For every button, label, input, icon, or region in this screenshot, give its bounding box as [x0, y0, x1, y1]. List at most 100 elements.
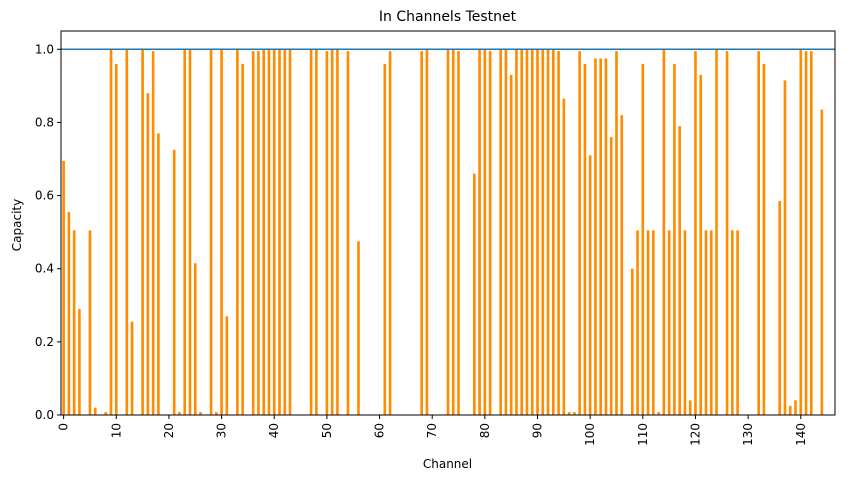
bar: [72, 230, 76, 415]
bar: [388, 51, 392, 416]
plot-frame: [60, 30, 836, 416]
bar: [93, 407, 97, 415]
y-tick-label: 0.4: [35, 262, 54, 276]
bar: [251, 51, 255, 416]
bar: [652, 230, 655, 415]
bar: [473, 173, 476, 415]
bar: [183, 49, 187, 415]
x-tick-label: 50: [320, 423, 334, 438]
bar: [62, 160, 65, 415]
bar: [699, 74, 703, 415]
bar: [809, 51, 813, 416]
bar: [583, 63, 587, 415]
bar: [209, 49, 213, 415]
bar: [557, 51, 560, 416]
bar: [757, 51, 760, 416]
x-tick-label: 110: [636, 423, 650, 446]
bar: [678, 126, 681, 415]
bar: [499, 49, 502, 415]
bar: [662, 49, 666, 415]
bar: [536, 49, 539, 415]
x-axis-label: Channel: [423, 457, 472, 471]
bar: [325, 51, 329, 416]
y-tick-label: 1.0: [35, 42, 54, 56]
bar: [451, 49, 455, 415]
bar: [225, 316, 229, 415]
bar: [257, 51, 260, 416]
bar: [193, 263, 197, 415]
y-axis-label: Capacity: [10, 199, 24, 251]
bar: [78, 308, 81, 415]
bar: [67, 212, 71, 415]
bar: [573, 412, 576, 415]
x-tick-label: 80: [478, 423, 492, 438]
bar: [725, 51, 729, 416]
bar: [604, 58, 608, 416]
bar: [504, 49, 508, 415]
bar: [262, 49, 266, 415]
bar: [420, 51, 423, 416]
y-tick-label: 0.6: [35, 189, 54, 203]
bar: [199, 412, 202, 415]
bar: [615, 51, 618, 416]
bar: [525, 49, 529, 415]
bar: [357, 241, 360, 415]
bar: [330, 49, 334, 415]
bar: [546, 49, 550, 415]
bar: [457, 51, 460, 416]
bar: [509, 74, 513, 415]
bar: [125, 49, 129, 415]
bar: [488, 51, 492, 416]
bar: [667, 230, 671, 415]
x-tick-label: 120: [688, 423, 702, 446]
bar: [599, 58, 603, 416]
bar: [694, 51, 697, 416]
bar: [567, 412, 571, 415]
bar: [267, 49, 271, 415]
x-tick-label: 130: [741, 423, 755, 446]
bar: [646, 230, 650, 415]
bar: [762, 63, 766, 415]
bar: [141, 49, 144, 415]
bar: [704, 230, 708, 415]
bar: [551, 49, 555, 415]
bar: [114, 63, 118, 415]
bar: [283, 49, 287, 415]
bar: [788, 405, 792, 415]
x-tick-label: 40: [267, 423, 281, 438]
bar: [688, 400, 692, 415]
bar: [636, 230, 639, 415]
bar: [588, 155, 592, 415]
bar: [172, 149, 176, 416]
bar: [346, 51, 350, 416]
bar: [609, 137, 613, 415]
x-tick-label: 60: [373, 423, 387, 438]
bar: [446, 49, 450, 415]
chart-title: In Channels Testnet: [379, 9, 517, 25]
bar: [578, 51, 581, 416]
bar: [336, 49, 339, 415]
x-axis-ticks: 0 10 20 30 40 50 60 70 80 90 100 110 120 130 140: [57, 415, 808, 446]
bar: [731, 230, 734, 415]
bar: [530, 49, 534, 415]
bar: [425, 49, 429, 415]
bar: [157, 133, 160, 415]
bar: [778, 201, 782, 415]
x-tick-label: 20: [162, 423, 176, 438]
bar: [736, 230, 739, 415]
y-tick-label: 0.8: [35, 115, 54, 129]
y-axis-ticks: 0.0 0.2 0.4 0.6 0.8 1.0: [35, 42, 61, 422]
x-tick-label: 100: [583, 423, 597, 446]
bar: [130, 321, 134, 415]
bar: [641, 63, 645, 415]
bar: [630, 268, 634, 415]
bar: [620, 115, 624, 416]
bar: [288, 49, 292, 415]
bar: [562, 98, 566, 415]
bar: [515, 49, 518, 415]
bar: [657, 412, 660, 415]
bar: [483, 49, 487, 415]
bar: [188, 49, 192, 415]
bar: [478, 49, 481, 415]
